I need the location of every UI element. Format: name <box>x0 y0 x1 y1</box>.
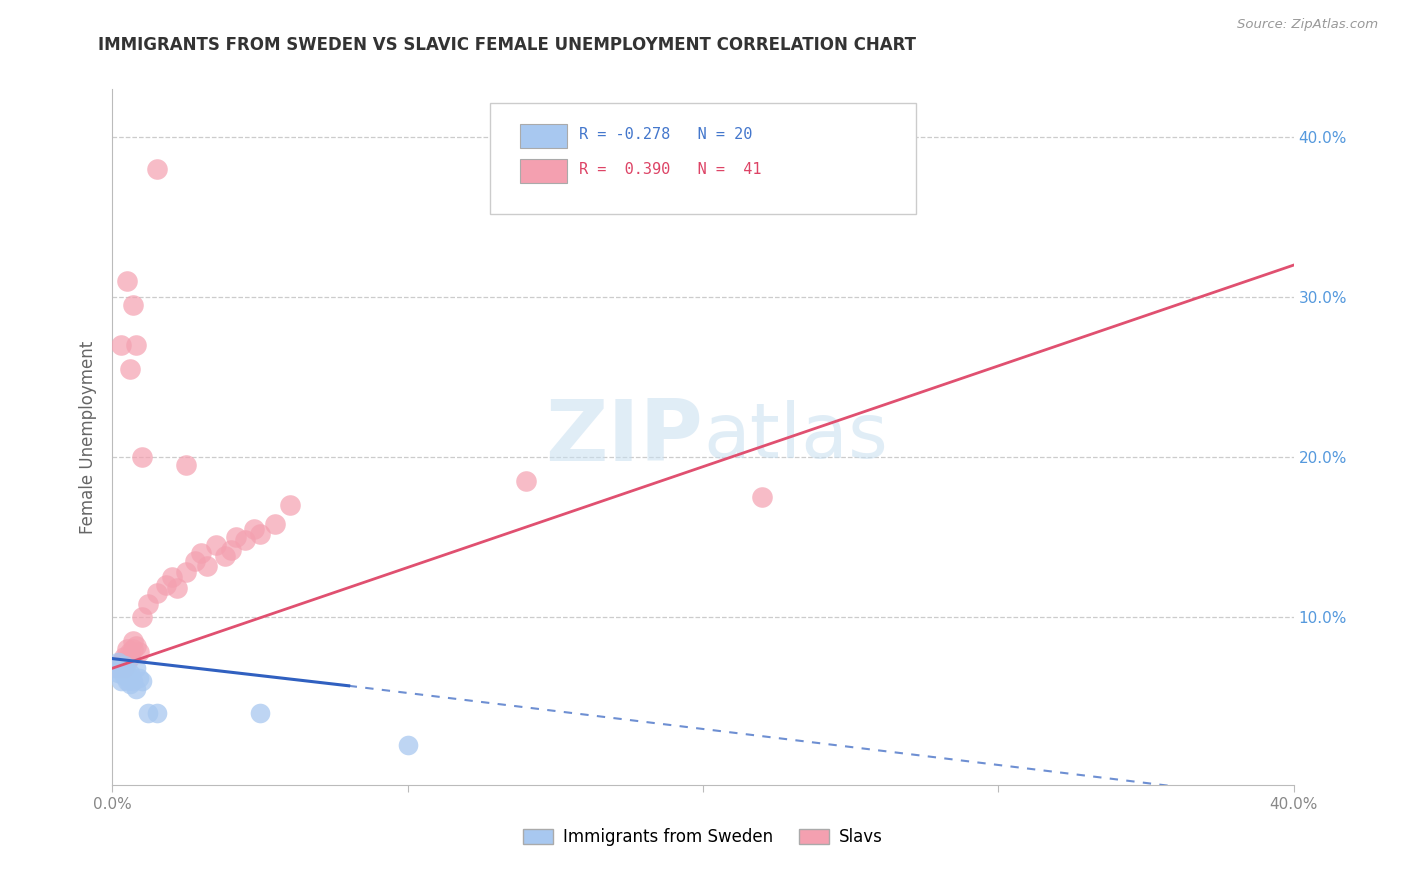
Point <box>120 362 142 376</box>
Point <box>136 597 159 611</box>
Point <box>190 546 212 560</box>
Point <box>278 498 301 512</box>
Point <box>110 338 132 352</box>
Point <box>166 581 188 595</box>
Point <box>243 522 266 536</box>
Text: R = -0.278   N = 20: R = -0.278 N = 20 <box>579 128 752 143</box>
Point <box>122 298 145 312</box>
Point <box>120 650 142 665</box>
Point <box>122 673 145 688</box>
Legend: Immigrants from Sweden, Slavs: Immigrants from Sweden, Slavs <box>517 822 889 853</box>
Point <box>146 162 169 177</box>
Point <box>107 655 129 669</box>
Point <box>184 554 207 568</box>
Point <box>264 517 287 532</box>
Point <box>174 458 197 472</box>
Point <box>249 706 271 720</box>
Text: Source: ZipAtlas.com: Source: ZipAtlas.com <box>1237 18 1378 31</box>
Text: atlas: atlas <box>703 401 887 474</box>
Point <box>112 658 135 673</box>
Point <box>110 661 132 675</box>
Point <box>205 538 228 552</box>
Point <box>128 645 150 659</box>
FancyBboxPatch shape <box>491 103 915 214</box>
Point <box>117 274 138 288</box>
Point <box>120 645 142 659</box>
Point <box>117 673 138 688</box>
Point <box>131 610 153 624</box>
FancyBboxPatch shape <box>520 124 567 148</box>
Point <box>515 474 537 488</box>
Point <box>233 533 256 548</box>
Point <box>155 578 177 592</box>
Point <box>110 673 132 688</box>
Point <box>104 661 127 675</box>
Point <box>146 586 169 600</box>
FancyBboxPatch shape <box>520 159 567 183</box>
Point <box>125 661 148 675</box>
Point <box>107 665 129 680</box>
Text: R =  0.390   N =  41: R = 0.390 N = 41 <box>579 162 762 178</box>
Point <box>225 530 247 544</box>
Point <box>219 542 242 557</box>
Point <box>195 558 218 573</box>
Point <box>249 526 271 541</box>
Point <box>112 661 135 675</box>
Point <box>214 549 236 564</box>
Point <box>136 706 159 720</box>
Text: IMMIGRANTS FROM SWEDEN VS SLAVIC FEMALE UNEMPLOYMENT CORRELATION CHART: IMMIGRANTS FROM SWEDEN VS SLAVIC FEMALE … <box>98 36 917 54</box>
Point <box>117 642 138 657</box>
Point <box>122 642 145 657</box>
Point <box>120 665 142 680</box>
Point <box>112 669 135 683</box>
Point <box>160 570 183 584</box>
Point <box>128 671 150 685</box>
Point <box>751 490 773 504</box>
Point <box>125 338 148 352</box>
Point <box>120 677 142 691</box>
Y-axis label: Female Unemployment: Female Unemployment <box>79 341 97 533</box>
Text: ZIP: ZIP <box>546 395 703 479</box>
Point <box>146 706 169 720</box>
Point <box>174 566 197 580</box>
Point <box>110 655 132 669</box>
Point <box>107 661 129 675</box>
Point <box>117 655 138 669</box>
Point <box>396 738 419 752</box>
Point <box>125 681 148 696</box>
Point <box>117 665 138 680</box>
Point <box>131 450 153 464</box>
Point <box>112 650 135 665</box>
Point <box>122 634 145 648</box>
Point <box>125 639 148 653</box>
Point <box>131 673 153 688</box>
